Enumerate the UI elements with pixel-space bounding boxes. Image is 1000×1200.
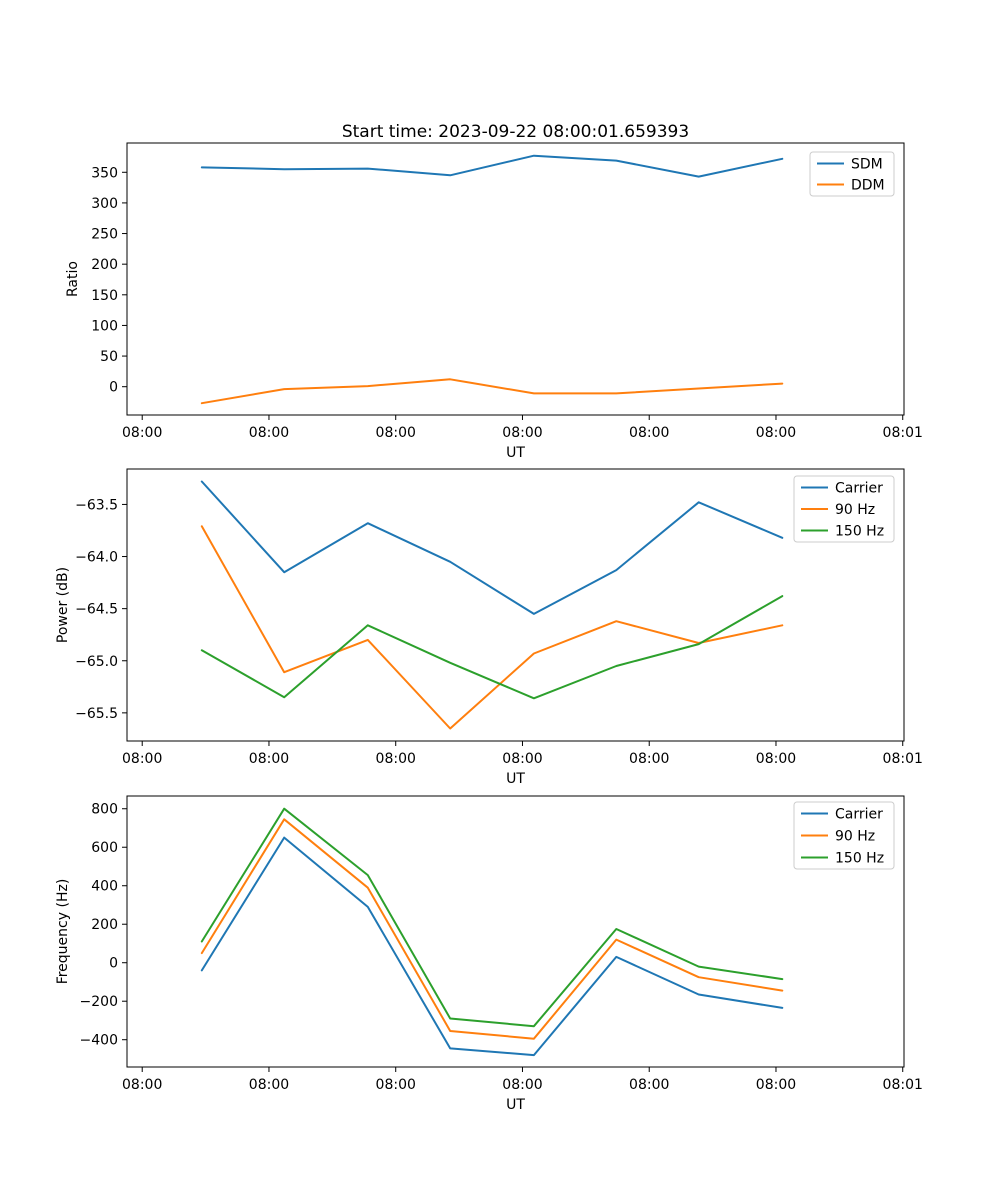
y-tick-label: −63.5 [75, 497, 118, 513]
x-tick-label: 08:00 [502, 1077, 542, 1093]
y-tick-label: 300 [91, 196, 118, 212]
y-tick-label: 200 [91, 917, 118, 933]
line-90-hz [200, 525, 784, 730]
line-90-hz [200, 818, 784, 1040]
y-tick-label: −64.5 [75, 602, 118, 618]
y-tick-label: 150 [91, 288, 118, 304]
x-tick-label: 08:00 [376, 751, 416, 767]
line-150-hz [200, 807, 784, 1028]
y-tick-label: 600 [91, 840, 118, 856]
x-tick-label: 08:01 [883, 751, 923, 767]
legend-label-sdm: SDM [851, 157, 883, 173]
legend-frame [793, 475, 895, 543]
legend-power: Carrier 90 Hz 150 Hz [793, 475, 895, 543]
y-tick-label: 250 [91, 227, 118, 243]
legend-label-carrier: Carrier [835, 807, 883, 823]
panel-ratio: 0 50 100 150 200 250 300 350 08:00 08:00 08:00 08:0… [65, 142, 923, 461]
y-tick-label: −64.0 [75, 550, 118, 566]
chart-title: Start time: 2023-09-22 08:00:01.659393 [341, 122, 690, 142]
legend-label-90-hz: 90 Hz [835, 829, 875, 845]
x-tick-label: 08:00 [756, 425, 796, 441]
x-tick-label: 08:00 [502, 425, 542, 441]
x-tick-label: 08:00 [376, 1077, 416, 1093]
legend-label-150-hz: 150 Hz [835, 524, 884, 540]
y-tick-label: −400 [80, 1033, 118, 1049]
y-tick-label: 400 [91, 879, 118, 895]
panel-frequency: −400 −200 0 200 400 600 800 08:00 08:00 08:00 08:0… [55, 795, 923, 1113]
x-tick-label: 08:01 [883, 1077, 923, 1093]
line-sdm [200, 154, 784, 178]
legend-label-90-hz: 90 Hz [835, 502, 875, 518]
x-axis-label-power: UT [506, 771, 525, 787]
legend-frequency: Carrier 90 Hz 150 Hz [793, 801, 895, 870]
x-tick-label: 08:00 [629, 1077, 669, 1093]
line-ddm [200, 378, 784, 405]
line-carrier [200, 836, 784, 1057]
y-axis-label-power: Power (dB) [55, 567, 71, 643]
panel-power: −65.5 −65.0 −64.5 −64.0 −63.5 08:00 08:00 08:00… [55, 468, 923, 787]
x-tick-label: 08:00 [122, 425, 162, 441]
legend-label-ddm: DDM [851, 178, 885, 194]
x-tick-label: 08:00 [249, 425, 289, 441]
legend-ratio: SDM DDM [809, 151, 895, 197]
axes-frame-ratio [126, 142, 905, 416]
y-tick-label: 0 [109, 956, 118, 972]
x-tick-label: 08:00 [756, 751, 796, 767]
y-axis-label-ratio: Ratio [65, 261, 81, 297]
x-tick-label: 08:00 [249, 751, 289, 767]
y-tick-label: 0 [109, 380, 118, 396]
x-axis-label-frequency: UT [506, 1097, 525, 1113]
x-tick-label: 08:00 [249, 1077, 289, 1093]
legend-label-carrier: Carrier [835, 481, 883, 497]
y-tick-label: 800 [91, 802, 118, 818]
x-tick-label: 08:01 [883, 425, 923, 441]
y-tick-label: 350 [91, 165, 118, 181]
x-tick-label: 08:00 [502, 751, 542, 767]
y-axis-label-frequency: Frequency (Hz) [55, 879, 71, 985]
x-tick-label: 08:00 [122, 1077, 162, 1093]
axes-frame-power [126, 468, 905, 742]
y-tick-label: −65.0 [75, 654, 118, 670]
y-tick-label: 50 [100, 349, 118, 365]
legend-label-150-hz: 150 Hz [835, 851, 884, 867]
line-150-hz [200, 595, 784, 700]
y-tick-label: 200 [91, 257, 118, 273]
x-tick-label: 08:00 [122, 751, 162, 767]
x-axis-label-ratio: UT [506, 445, 525, 461]
axes-frame-frequency [126, 795, 905, 1068]
y-tick-label: 100 [91, 318, 118, 334]
x-tick-label: 08:00 [756, 1077, 796, 1093]
line-carrier [200, 480, 784, 615]
y-tick-label: −200 [80, 994, 118, 1010]
x-tick-label: 08:00 [376, 425, 416, 441]
x-tick-label: 08:00 [629, 425, 669, 441]
x-tick-label: 08:00 [629, 751, 669, 767]
legend-frame [793, 801, 895, 870]
y-tick-label: −65.5 [75, 706, 118, 722]
